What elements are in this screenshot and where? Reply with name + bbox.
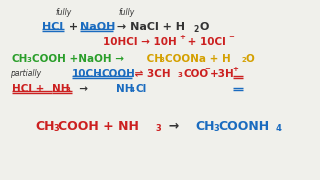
Text: 3: 3 (66, 87, 71, 93)
Text: 3: 3 (155, 124, 161, 133)
Text: COOH + NH: COOH + NH (58, 120, 139, 133)
Text: COONH: COONH (218, 120, 269, 133)
Text: 10CH: 10CH (72, 69, 103, 79)
Text: CH: CH (143, 54, 163, 64)
Text: HCl: HCl (42, 22, 63, 32)
Text: 3: 3 (96, 72, 101, 78)
Text: COO: COO (183, 69, 208, 79)
Text: 3: 3 (53, 124, 59, 133)
Text: 4: 4 (130, 87, 135, 93)
Text: 3: 3 (213, 124, 219, 133)
Text: ⇌ 3CH: ⇌ 3CH (131, 69, 171, 79)
Text: 2: 2 (193, 25, 198, 34)
Text: 10HCl → 10H: 10HCl → 10H (103, 37, 177, 47)
Text: CH: CH (195, 120, 214, 133)
Text: HCl +: HCl + (12, 84, 48, 94)
Text: +: + (232, 66, 238, 72)
Text: −: − (228, 34, 234, 40)
Text: CH: CH (12, 54, 28, 64)
Text: +: + (179, 34, 185, 40)
Text: COOH +NaOH →: COOH +NaOH → (32, 54, 124, 64)
Text: COONa + H: COONa + H (165, 54, 231, 64)
Text: 4: 4 (276, 124, 282, 133)
Text: + 10Cl: + 10Cl (184, 37, 226, 47)
Text: NaOH: NaOH (80, 22, 116, 32)
Text: NH: NH (52, 84, 69, 94)
Text: →: → (72, 84, 88, 94)
Text: 3: 3 (160, 57, 165, 63)
Text: Cl: Cl (135, 84, 146, 94)
Text: CH: CH (35, 120, 54, 133)
Text: NH: NH (116, 84, 133, 94)
Text: 3: 3 (178, 72, 183, 78)
Text: O: O (246, 54, 255, 64)
Text: −: − (204, 66, 210, 72)
Text: →: → (160, 120, 179, 133)
Text: partially: partially (10, 69, 41, 78)
Text: +3H: +3H (210, 69, 235, 79)
Text: COOH: COOH (101, 69, 135, 79)
Text: → NaCl + H: → NaCl + H (113, 22, 185, 32)
Text: fully: fully (55, 8, 71, 17)
Text: fully: fully (118, 8, 134, 17)
Text: +: + (65, 22, 82, 32)
Text: O: O (199, 22, 208, 32)
Text: 3: 3 (27, 57, 32, 63)
Text: 2: 2 (241, 57, 246, 63)
